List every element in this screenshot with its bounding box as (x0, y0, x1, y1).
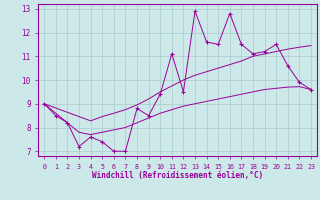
X-axis label: Windchill (Refroidissement éolien,°C): Windchill (Refroidissement éolien,°C) (92, 171, 263, 180)
